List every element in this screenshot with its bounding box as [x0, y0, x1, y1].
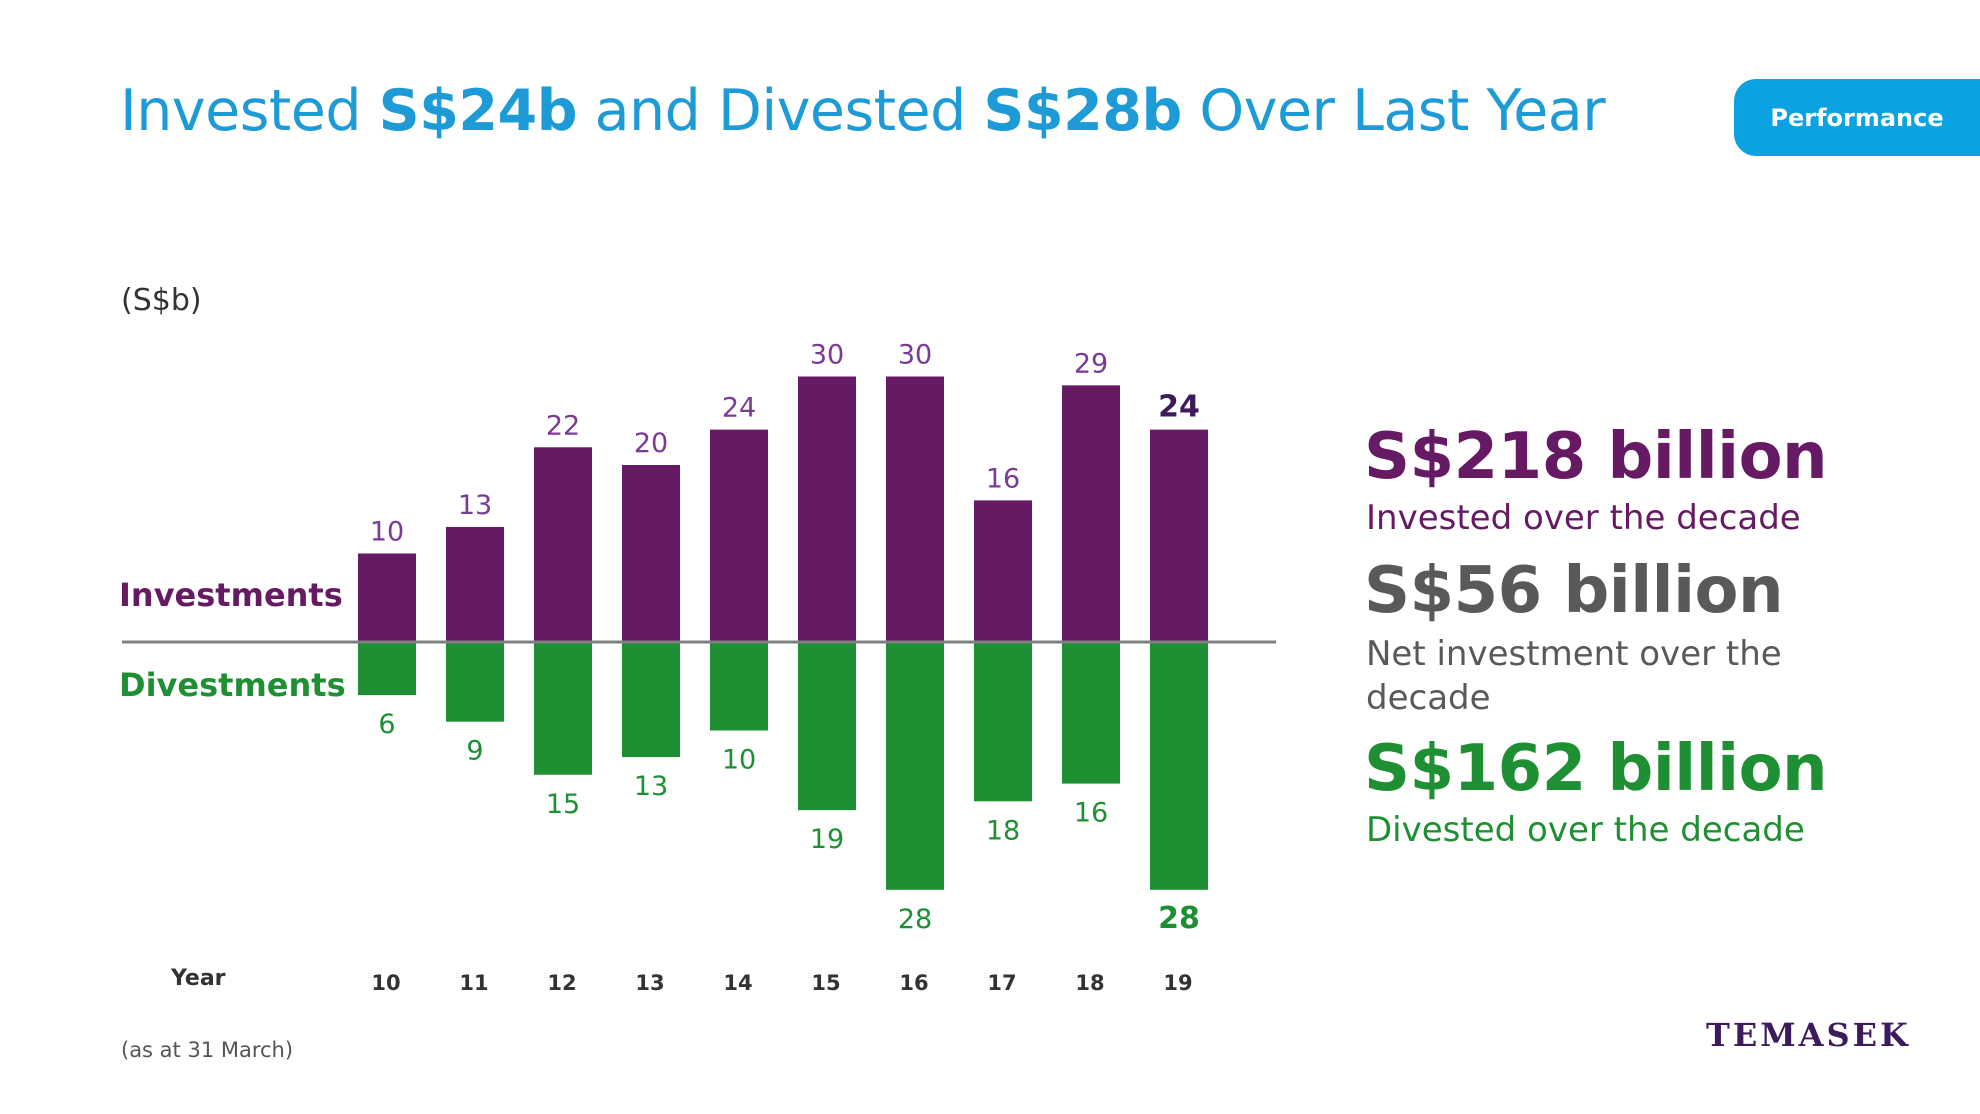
- divestment-value-label-17: 18: [986, 815, 1020, 846]
- x-tick-label-14: 14: [723, 971, 752, 995]
- investment-bar-19: [1150, 429, 1208, 642]
- investment-value-label-11: 13: [458, 490, 492, 521]
- divestment-value-label-15: 19: [810, 824, 844, 855]
- title-text-1: Invested: [120, 78, 379, 144]
- x-tick-label-11: 11: [459, 971, 488, 995]
- divestment-value-label-16: 28: [898, 904, 932, 935]
- divestment-bar-15: [798, 642, 856, 811]
- investments-label: Investments: [119, 576, 343, 614]
- investment-value-label-18: 29: [1074, 348, 1108, 379]
- divestment-bar-12: [534, 642, 592, 775]
- investment-value-label-17: 16: [986, 463, 1020, 494]
- divestment-bar-16: [886, 642, 944, 890]
- performance-tab[interactable]: Performance: [1734, 79, 1980, 156]
- investment-divestment-chart: 10 6 10 13 9 11 22 15 12 20 13 13 24 10 14 30 19 15 30 28 16…: [122, 340, 1276, 995]
- investment-bar-17: [974, 500, 1032, 642]
- investment-value-label-16: 30: [898, 340, 932, 371]
- x-tick-label-18: 18: [1075, 971, 1104, 995]
- investment-bar-15: [798, 376, 856, 642]
- investment-bar-12: [534, 447, 592, 642]
- stat-divested-value: S$162 billion: [1364, 732, 1828, 806]
- divestment-value-label-11: 9: [466, 736, 483, 767]
- x-tick-label-16: 16: [899, 971, 928, 995]
- title-text-2: and Divested: [577, 78, 984, 144]
- stat-divested-desc: Divested over the decade: [1366, 810, 1805, 850]
- investment-value-label-12: 22: [546, 410, 580, 441]
- divestment-value-label-13: 13: [634, 771, 668, 802]
- divestment-value-label-19: 28: [1158, 901, 1200, 936]
- divestment-value-label-18: 16: [1074, 798, 1108, 829]
- investment-bar-16: [886, 376, 944, 642]
- title-invested-amount: S$24b: [378, 78, 578, 144]
- page-title: Invested S$24b and Divested S$28b Over L…: [120, 78, 1606, 144]
- title-divested-amount: S$28b: [983, 78, 1182, 144]
- title-text-3: Over Last Year: [1181, 78, 1606, 144]
- investment-value-label-10: 10: [370, 517, 404, 548]
- divestment-bar-17: [974, 642, 1032, 802]
- stat-net-desc: Net investment over the decade: [1366, 634, 1782, 718]
- divestment-bar-10: [358, 642, 416, 696]
- investment-value-label-19: 24: [1158, 390, 1200, 425]
- x-tick-label-10: 10: [371, 971, 400, 995]
- unit-label: (S$b): [121, 283, 202, 318]
- investment-bar-11: [446, 526, 504, 642]
- divestment-value-label-10: 6: [378, 709, 395, 740]
- investment-value-label-14: 24: [722, 393, 756, 424]
- x-axis-title: Year: [171, 966, 226, 991]
- investment-bar-14: [710, 429, 768, 642]
- stat-invested-desc: Invested over the decade: [1366, 498, 1801, 538]
- x-tick-label-15: 15: [811, 971, 840, 995]
- temasek-logo: TEMASEK: [1706, 1016, 1911, 1054]
- divestment-bar-14: [710, 642, 768, 731]
- divestment-value-label-12: 15: [546, 789, 580, 820]
- footnote: (as at 31 March): [121, 1038, 294, 1062]
- investment-bar-10: [358, 553, 416, 642]
- x-tick-label-19: 19: [1163, 971, 1192, 995]
- x-tick-label-17: 17: [987, 971, 1016, 995]
- divestments-label: Divestments: [119, 666, 346, 704]
- divestment-value-label-14: 10: [722, 745, 756, 776]
- investment-value-label-13: 20: [634, 428, 668, 459]
- divestment-bar-19: [1150, 642, 1208, 890]
- divestment-bar-18: [1062, 642, 1120, 784]
- stat-invested-value: S$218 billion: [1364, 420, 1828, 494]
- stat-net-value: S$56 billion: [1364, 554, 1784, 628]
- investment-bar-18: [1062, 385, 1120, 642]
- investment-bar-13: [622, 465, 680, 642]
- divestment-bar-13: [622, 642, 680, 758]
- investment-value-label-15: 30: [810, 340, 844, 371]
- divestment-bar-11: [446, 642, 504, 722]
- x-tick-label-13: 13: [635, 971, 664, 995]
- x-tick-label-12: 12: [547, 971, 576, 995]
